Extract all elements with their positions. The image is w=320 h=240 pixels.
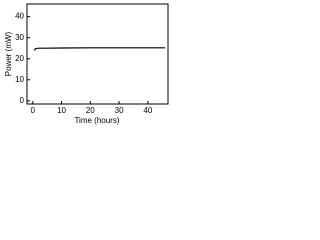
page: Time (hours) Power (mW) 0 10 20 30 40 0 10 20 30… xyxy=(0,0,180,127)
y-tick-label: 40 xyxy=(15,12,24,21)
x-tick-label: 20 xyxy=(86,106,95,115)
x-tick-label: 30 xyxy=(115,106,124,115)
plot-frame xyxy=(26,3,169,105)
x-axis-label: Time (hours) xyxy=(74,116,119,125)
chart: Time (hours) Power (mW) 0 10 20 30 40 0 10 20 30… xyxy=(4,3,169,125)
y-tick-label: 0 xyxy=(20,96,25,105)
y-tick-label: 20 xyxy=(15,54,24,63)
x-tick-label: 0 xyxy=(31,106,36,115)
line xyxy=(33,47,166,51)
x-tick-label: 40 xyxy=(143,106,152,115)
y-tick-label: 30 xyxy=(15,33,24,42)
y-axis-label: Power (mW) xyxy=(4,31,13,76)
y-tick-label: 10 xyxy=(15,75,24,84)
x-tick-label: 10 xyxy=(57,106,66,115)
